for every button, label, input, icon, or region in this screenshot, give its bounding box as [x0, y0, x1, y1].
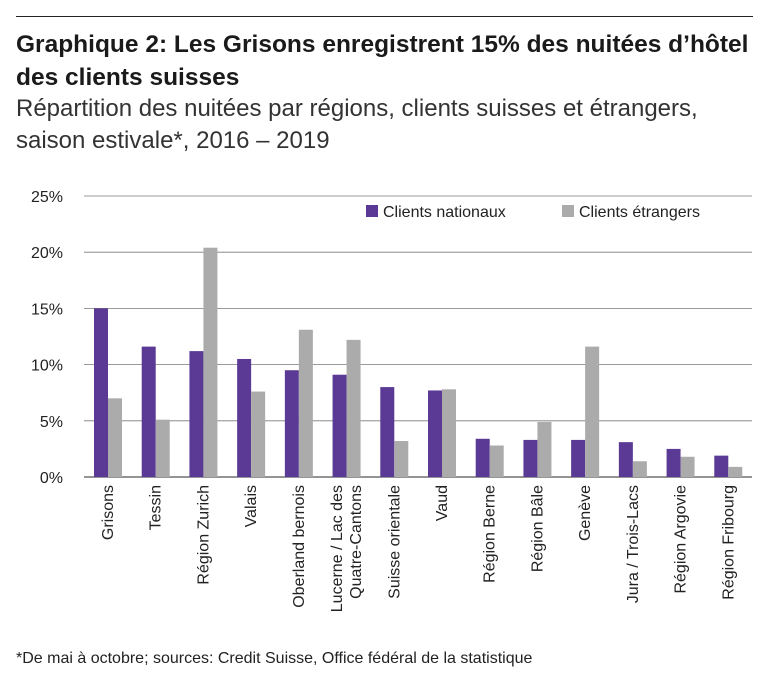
bar-clients-nationaux — [618, 442, 633, 477]
bar-clients-nationaux — [523, 439, 538, 477]
x-tick-label: Région Argovie — [673, 485, 690, 594]
y-tick-label: 5% — [40, 414, 63, 431]
bar-clients-nationaux — [666, 448, 681, 477]
bar-chart: 0% 5% 10% 15% 20% 25% Grisons Tessin Région Zuri… — [31, 189, 752, 612]
bar-clients-etrangers — [203, 247, 218, 477]
y-tick-label: 0% — [40, 470, 63, 487]
x-tick-label: Quatre-Cantons — [348, 485, 365, 599]
bar-clients-nationaux — [714, 455, 729, 477]
bar-clients-etrangers — [680, 456, 695, 477]
x-tick-label: Jura / Trois-Lacs — [625, 485, 642, 603]
bar-clients-nationaux — [237, 358, 252, 477]
bar-clients-nationaux — [189, 351, 204, 477]
legend-swatch-nationaux — [366, 205, 378, 217]
bar-clients-etrangers — [394, 441, 409, 477]
bar-clients-etrangers — [346, 339, 361, 477]
legend-label-etrangers: Clients étrangers — [579, 204, 700, 221]
y-tick-label: 25% — [31, 189, 63, 206]
x-tick-label: Région Bâle — [529, 485, 546, 572]
chart-title: Graphique 2: Les Grisons enregistrent 15… — [16, 31, 749, 91]
y-tick-label: 15% — [31, 301, 63, 318]
y-tick-label: 20% — [31, 245, 63, 262]
bar-clients-etrangers — [251, 391, 266, 477]
legend-swatch-etrangers — [562, 205, 574, 217]
x-tick-label: Valais — [243, 485, 260, 527]
bar-clients-nationaux — [571, 439, 586, 477]
bar-clients-etrangers — [298, 329, 313, 477]
bar-clients-nationaux — [475, 438, 490, 477]
footnote: *De mai à octobre; sources: Credit Suiss… — [16, 650, 533, 667]
bar-clients-etrangers — [585, 346, 600, 477]
x-tick-label: Grisons — [100, 485, 117, 540]
x-tick-label: Vaud — [434, 485, 451, 521]
bar-clients-etrangers — [537, 421, 552, 477]
bar-clients-etrangers — [155, 419, 170, 477]
legend-label-nationaux: Clients nationaux — [383, 204, 506, 221]
bar-clients-etrangers — [108, 398, 122, 477]
bar-clients-etrangers — [442, 389, 456, 477]
chart-subtitle: Répartition des nuitées par régions, cli… — [16, 95, 698, 154]
x-tick-label: Région Berne — [482, 485, 499, 583]
bar-clients-etrangers — [632, 461, 647, 477]
y-tick-label: 10% — [31, 358, 63, 375]
x-tick-label: Oberland bernois — [291, 485, 308, 608]
bar-clients-nationaux — [94, 308, 108, 477]
bar-clients-nationaux — [428, 390, 442, 477]
bar-clients-nationaux — [284, 370, 299, 477]
bar-clients-nationaux — [141, 346, 156, 477]
x-tick-label: Région Fribourg — [720, 485, 737, 600]
bar-clients-etrangers — [728, 466, 743, 477]
x-tick-label: Lucerne / Lac des — [329, 485, 346, 612]
x-tick-label: Région Zurich — [195, 485, 212, 585]
bar-clients-nationaux — [332, 374, 347, 477]
x-tick-label: Tessin — [148, 485, 165, 530]
x-tick-label: Suisse orientale — [386, 485, 403, 599]
bar-clients-nationaux — [380, 387, 395, 477]
x-tick-label: Genève — [577, 485, 594, 541]
top-rule — [16, 16, 753, 17]
bar-clients-etrangers — [489, 445, 504, 477]
